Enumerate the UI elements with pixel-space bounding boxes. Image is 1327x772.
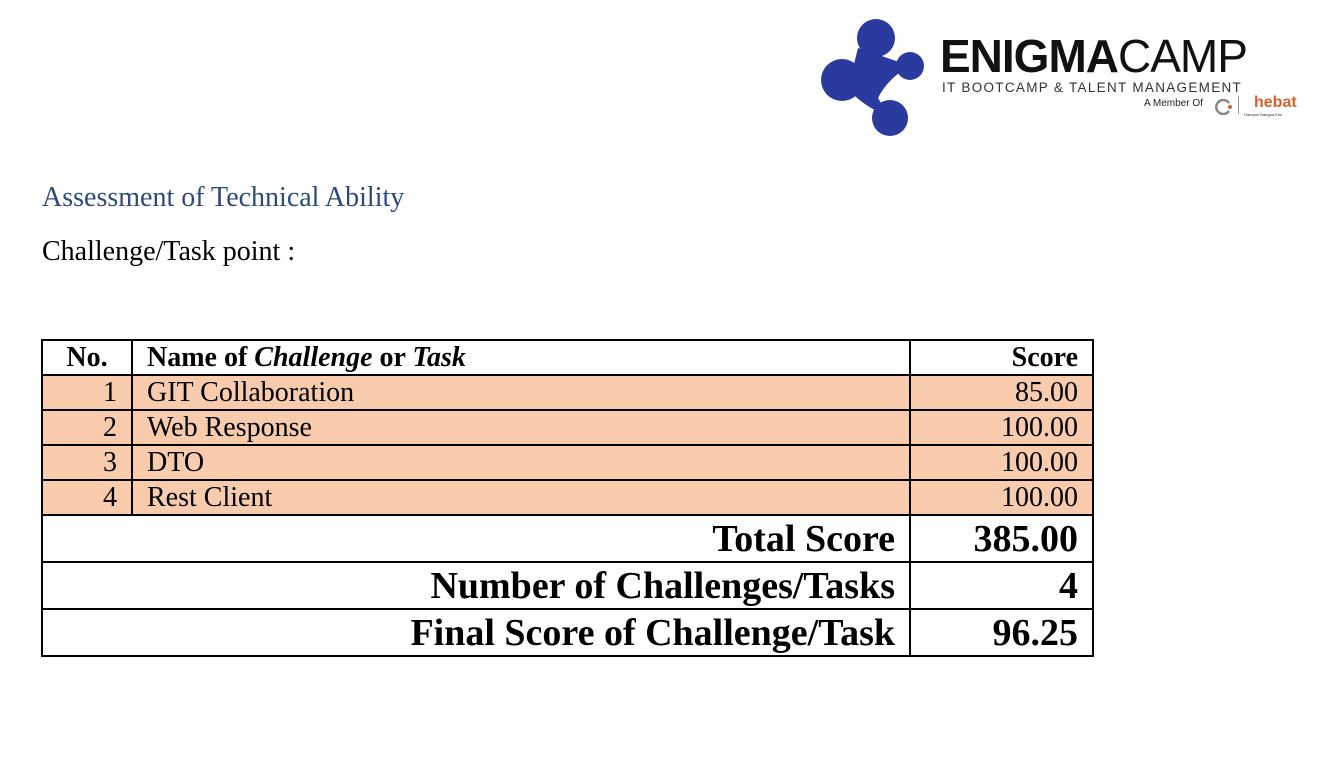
row-name: Rest Client	[131, 479, 911, 516]
table-row: 1 GIT Collaboration 85.00	[41, 374, 1094, 411]
partner-c-icon	[1215, 99, 1232, 115]
member-of-label: A Member Of	[1144, 98, 1203, 109]
final-score-label: Final Score of Challenge/Task	[41, 608, 911, 657]
header-name-challenge: Challenge	[254, 341, 373, 373]
row-name: DTO	[131, 444, 911, 481]
header-name: Name of Challenge or Task	[131, 339, 911, 376]
task-count-label: Number of Challenges/Tasks	[41, 561, 911, 610]
final-score-row: Final Score of Challenge/Task 96.25	[41, 608, 1094, 657]
brand-name-bold: ENIGMA	[940, 30, 1119, 82]
brand-name-light: CAMP	[1118, 30, 1248, 82]
row-score: 85.00	[909, 374, 1094, 411]
enigmacamp-logo: ENIGMACAMP IT BOOTCAMP & TALENT MANAGEME…	[818, 18, 1298, 138]
header-name-prefix: Name of	[147, 341, 255, 373]
task-count-row: Number of Challenges/Tasks 4	[41, 561, 1094, 610]
row-score: 100.00	[909, 479, 1094, 516]
row-no: 3	[41, 444, 133, 481]
row-no: 1	[41, 374, 133, 411]
task-count-value: 4	[909, 561, 1094, 610]
row-name: Web Response	[131, 409, 911, 446]
row-score: 100.00	[909, 409, 1094, 446]
partner-subtitle: Hampan Bangsa Kita	[1244, 112, 1282, 117]
total-score-value: 385.00	[909, 514, 1094, 563]
logo-divider	[1238, 96, 1239, 114]
brand-tagline: IT BOOTCAMP & TALENT MANAGEMENT	[942, 80, 1243, 95]
enigmacamp-logo-icon	[821, 19, 924, 136]
brand-name: ENIGMACAMP	[940, 30, 1248, 82]
header-no: No.	[41, 339, 133, 376]
header-score: Score	[909, 339, 1094, 376]
partner-name: hebat	[1254, 94, 1297, 111]
header-name-task: Task	[412, 341, 466, 373]
page-heading: Assessment of Technical Ability	[42, 182, 405, 213]
section-label: Challenge/Task point :	[42, 236, 296, 267]
row-no: 2	[41, 409, 133, 446]
table-row: 3 DTO 100.00	[41, 444, 1094, 481]
total-score-label: Total Score	[41, 514, 911, 563]
score-table: No. Name of Challenge or Task Score 1 GI…	[41, 339, 1094, 657]
table-row: 2 Web Response 100.00	[41, 409, 1094, 446]
row-score: 100.00	[909, 444, 1094, 481]
row-name: GIT Collaboration	[131, 374, 911, 411]
row-no: 4	[41, 479, 133, 516]
final-score-value: 96.25	[909, 608, 1094, 657]
table-header-row: No. Name of Challenge or Task Score	[41, 339, 1094, 376]
table-row: 4 Rest Client 100.00	[41, 479, 1094, 516]
total-score-row: Total Score 385.00	[41, 514, 1094, 563]
header-name-or: or	[372, 341, 413, 373]
